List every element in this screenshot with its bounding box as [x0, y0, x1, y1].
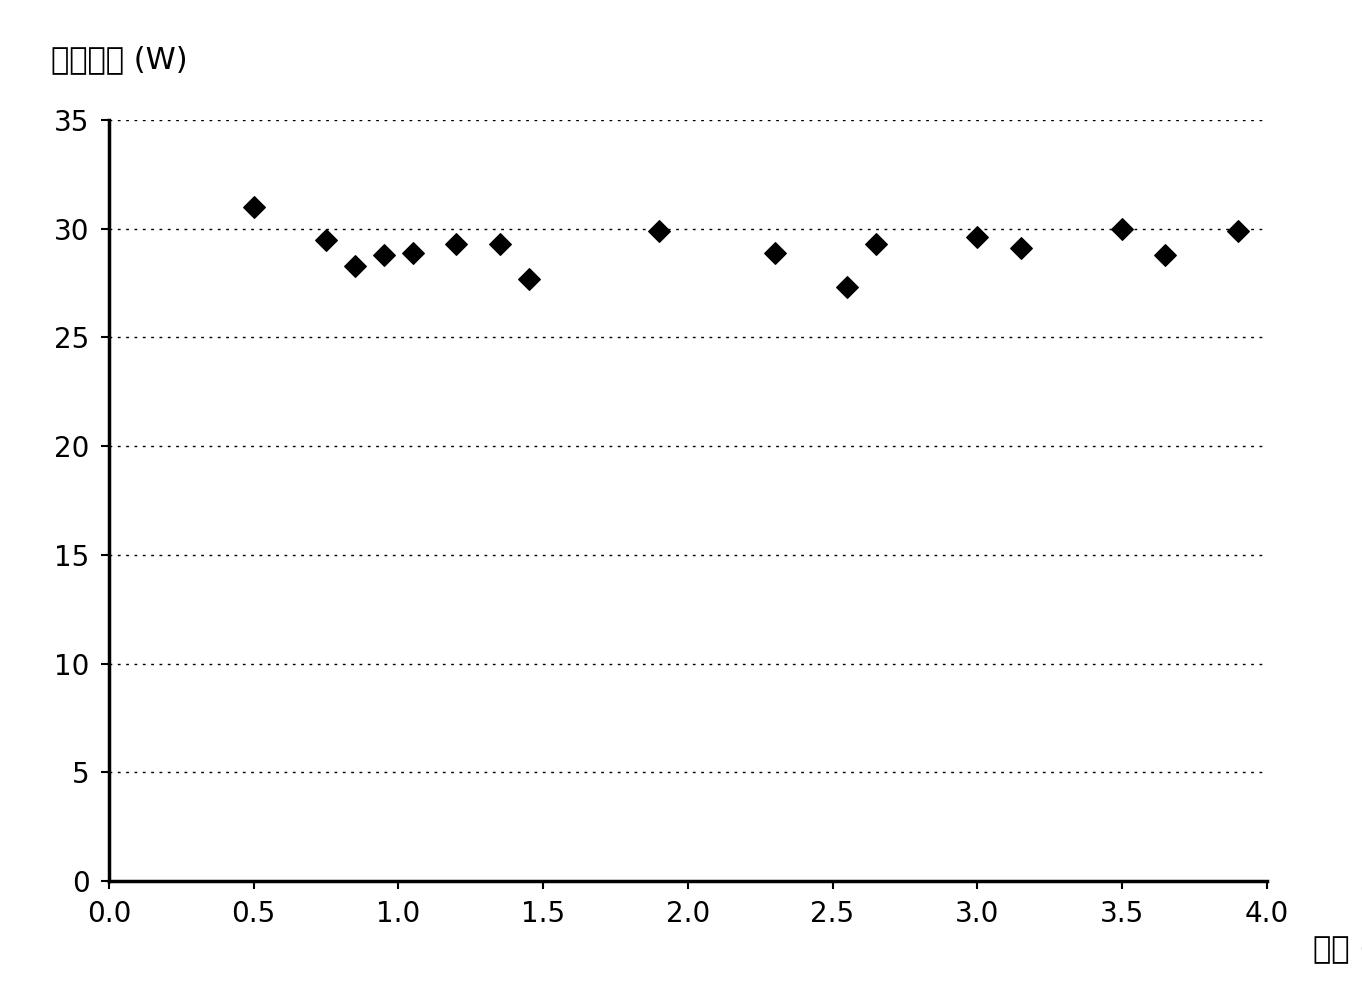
Point [1155, 247, 1177, 263]
Point [1009, 240, 1031, 256]
Point [518, 271, 539, 287]
Point [967, 229, 989, 245]
Point [836, 279, 858, 295]
Point [489, 236, 511, 252]
Point [865, 236, 887, 252]
Point [648, 223, 670, 239]
Point [402, 244, 424, 260]
Text: 距离 (m): 距离 (m) [1313, 934, 1362, 963]
Point [345, 257, 366, 273]
Point [1227, 223, 1249, 239]
Point [445, 236, 467, 252]
Point [242, 199, 264, 215]
Point [315, 231, 336, 247]
Point [373, 247, 395, 263]
Text: 输出功率 (W): 输出功率 (W) [52, 45, 188, 74]
Point [1111, 221, 1133, 237]
Point [764, 244, 786, 260]
